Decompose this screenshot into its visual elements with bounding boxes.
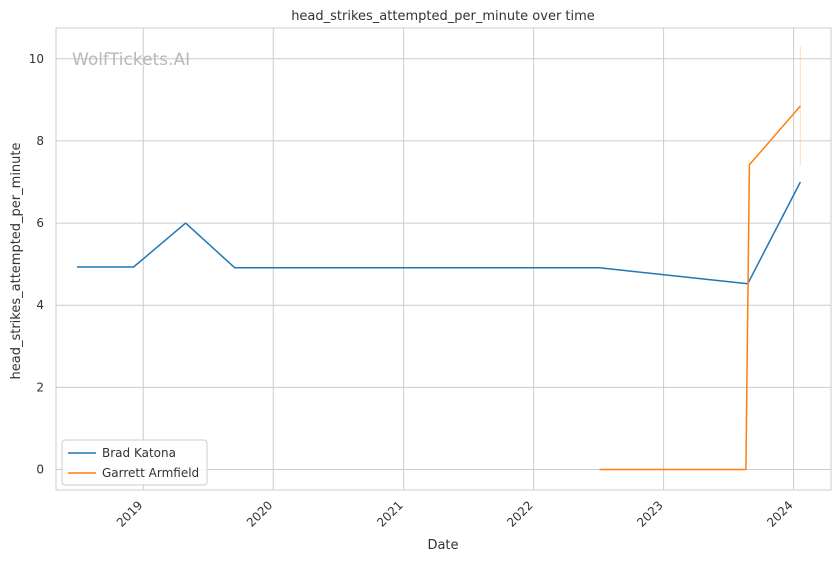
x-axis-ticks: 2019 2020 2021 2022 2023 2024 [114, 498, 796, 529]
x-tick-label: 2019 [114, 498, 145, 529]
x-tick-label: 2023 [634, 498, 665, 529]
plot-area [55, 27, 832, 491]
x-tick-label: 2020 [244, 498, 275, 529]
x-tick-label: 2021 [374, 498, 405, 529]
legend-box [61, 439, 208, 486]
chart-title: head_strikes_attempted_per_minute over t… [291, 9, 595, 24]
y-axis-ticks: 0 2 4 6 8 10 [29, 52, 44, 477]
y-tick-label: 0 [36, 462, 44, 476]
watermark: WolfTickets.AI [72, 50, 190, 70]
y-tick-label: 2 [36, 380, 44, 394]
x-tick-label: 2022 [504, 498, 535, 529]
series-layer [77, 46, 802, 471]
y-tick-label: 4 [36, 298, 44, 312]
x-axis-label: Date [427, 538, 458, 553]
legend-label-brad-katona: Brad Katona [102, 446, 176, 460]
legend-label-garrett-armfield: Garrett Armfield [102, 466, 199, 480]
series-line-garrett-armfield [599, 105, 801, 471]
legend: Brad Katona Garrett Armfield [61, 439, 208, 486]
x-tick-label: 2024 [764, 498, 795, 529]
y-tick-label: 6 [36, 216, 44, 230]
y-axis-label: head_strikes_attempted_per_minute [9, 143, 24, 380]
y-tick-label: 8 [36, 134, 44, 148]
y-tick-label: 10 [29, 52, 44, 66]
